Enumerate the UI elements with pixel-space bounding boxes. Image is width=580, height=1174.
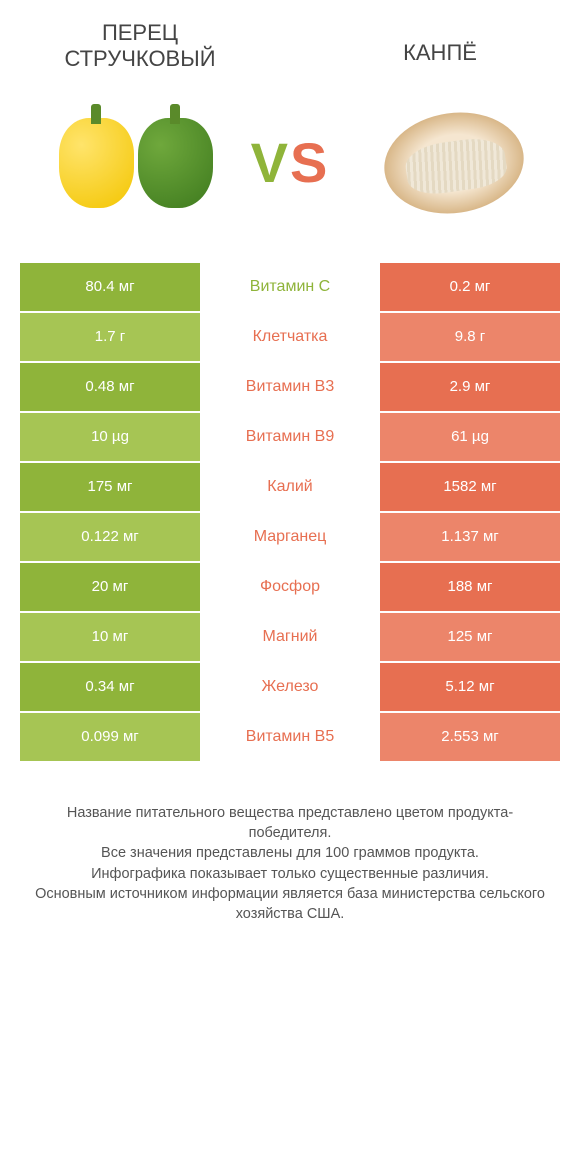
plate-icon [364, 103, 524, 223]
value-left: 0.34 мг [20, 663, 200, 711]
table-row: 20 мгФосфор188 мг [20, 563, 560, 611]
value-left: 10 мг [20, 613, 200, 661]
image-left [41, 93, 231, 233]
value-right: 125 мг [380, 613, 560, 661]
value-left: 10 µg [20, 413, 200, 461]
nutrient-label: Витамин B9 [200, 413, 380, 461]
value-right: 61 µg [380, 413, 560, 461]
nutrient-label: Магний [200, 613, 380, 661]
value-right: 2.553 мг [380, 713, 560, 761]
value-left: 0.122 мг [20, 513, 200, 561]
footer-line: Основным источником информации является … [30, 884, 550, 925]
table-row: 0.099 мгВитамин B52.553 мг [20, 713, 560, 761]
table-row: 175 мгКалий1582 мг [20, 463, 560, 511]
value-left: 1.7 г [20, 313, 200, 361]
value-right: 2.9 мг [380, 363, 560, 411]
footer-line: Название питательного вещества представл… [30, 803, 550, 844]
comparison-table: 80.4 мгВитамин C0.2 мг1.7 гКлетчатка9.8 … [20, 263, 560, 761]
nutrient-label: Витамин C [200, 263, 380, 311]
nutrient-label: Витамин B3 [200, 363, 380, 411]
value-right: 9.8 г [380, 313, 560, 361]
nutrient-label: Клетчатка [200, 313, 380, 361]
nutrient-label: Витамин B5 [200, 713, 380, 761]
table-row: 10 µgВитамин B961 µg [20, 413, 560, 461]
value-right: 1.137 мг [380, 513, 560, 561]
title-right: КАНПЁ [340, 20, 540, 73]
table-row: 1.7 гКлетчатка9.8 г [20, 313, 560, 361]
footer-line: Все значения представлены для 100 граммо… [30, 843, 550, 863]
table-row: 80.4 мгВитамин C0.2 мг [20, 263, 560, 311]
footer: Название питательного вещества представл… [0, 763, 580, 945]
vs-s: S [290, 131, 329, 194]
table-row: 0.122 мгМарганец1.137 мг [20, 513, 560, 561]
nutrient-label: Марганец [200, 513, 380, 561]
value-left: 175 мг [20, 463, 200, 511]
value-right: 5.12 мг [380, 663, 560, 711]
header: ПЕРЕЦ СТРУЧКОВЫЙ КАНПЁ [0, 0, 580, 83]
pepper-green-icon [138, 118, 213, 208]
value-right: 188 мг [380, 563, 560, 611]
value-left: 80.4 мг [20, 263, 200, 311]
vs-v: V [251, 131, 290, 194]
table-row: 10 мгМагний125 мг [20, 613, 560, 661]
nutrient-label: Железо [200, 663, 380, 711]
table-row: 0.34 мгЖелезо5.12 мг [20, 663, 560, 711]
value-left: 0.099 мг [20, 713, 200, 761]
value-left: 0.48 мг [20, 363, 200, 411]
table-row: 0.48 мгВитамин B32.9 мг [20, 363, 560, 411]
nutrient-label: Калий [200, 463, 380, 511]
vs-label: VS [251, 130, 330, 195]
value-left: 20 мг [20, 563, 200, 611]
value-right: 0.2 мг [380, 263, 560, 311]
title-left: ПЕРЕЦ СТРУЧКОВЫЙ [40, 20, 240, 73]
footer-line: Инфографика показывает только существенн… [30, 864, 550, 884]
pepper-yellow-icon [59, 118, 134, 208]
vs-row: VS [0, 83, 580, 263]
value-right: 1582 мг [380, 463, 560, 511]
image-right [349, 93, 539, 233]
nutrient-label: Фосфор [200, 563, 380, 611]
